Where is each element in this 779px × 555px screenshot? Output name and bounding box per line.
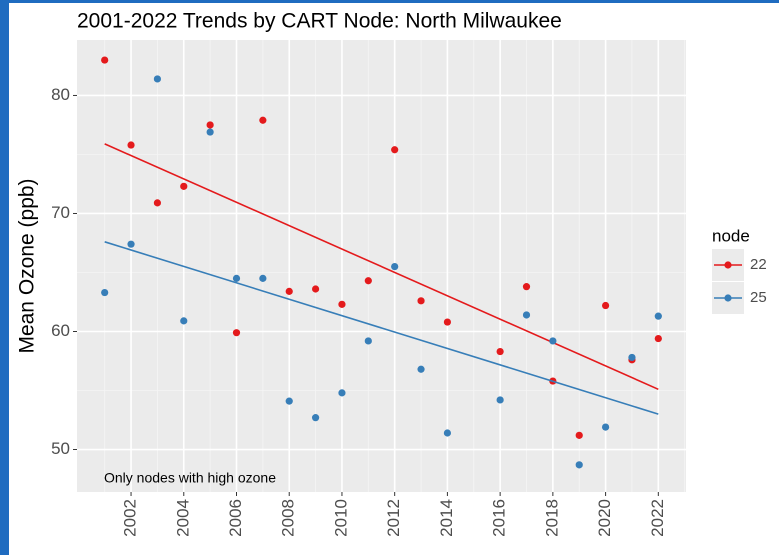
data-point xyxy=(259,116,267,124)
data-point xyxy=(364,277,372,285)
data-point xyxy=(522,311,531,319)
data-point xyxy=(496,396,504,404)
x-tick-label: 2008 xyxy=(279,499,298,537)
data-point xyxy=(417,365,425,373)
x-tick-label: 2004 xyxy=(173,499,192,537)
data-point xyxy=(522,283,531,291)
data-point xyxy=(338,300,346,308)
data-point xyxy=(575,431,583,439)
data-point xyxy=(628,353,636,362)
x-tick-label: 2018 xyxy=(542,499,561,537)
data-point xyxy=(127,141,135,149)
data-point xyxy=(391,262,399,271)
legend-marker xyxy=(724,294,732,302)
legend-title: node xyxy=(712,226,750,245)
y-tick-label: 60 xyxy=(51,321,70,340)
data-point xyxy=(127,240,135,248)
x-tick-label: 2020 xyxy=(595,499,614,537)
data-point xyxy=(417,297,425,305)
x-tick-label: 2014 xyxy=(437,499,456,537)
annotation: Only nodes with high ozone xyxy=(104,470,276,486)
y-axis-label: Mean Ozone (ppb) xyxy=(16,178,39,353)
data-point xyxy=(391,146,399,154)
data-point xyxy=(101,56,109,64)
x-tick-label: 2006 xyxy=(226,499,245,537)
data-point xyxy=(496,347,504,356)
data-point xyxy=(180,317,188,325)
data-point xyxy=(180,182,188,190)
data-point xyxy=(285,287,293,295)
chart-title: 2001-2022 Trends by CART Node: North Mil… xyxy=(77,10,562,33)
legend-label: 25 xyxy=(750,289,767,306)
y-tick-label: 70 xyxy=(51,203,70,222)
data-point xyxy=(285,397,293,405)
data-point xyxy=(601,301,610,310)
data-point xyxy=(232,329,241,337)
trend-line xyxy=(104,241,659,415)
trend-line xyxy=(104,143,659,391)
data-point xyxy=(232,274,241,282)
data-point xyxy=(259,274,267,282)
data-point xyxy=(575,461,583,469)
data-point xyxy=(101,288,109,297)
x-tick-label: 2012 xyxy=(384,499,403,537)
data-point xyxy=(338,389,346,397)
data-point xyxy=(601,423,610,431)
y-tick-label: 50 xyxy=(51,439,70,458)
data-point xyxy=(153,199,162,207)
data-point xyxy=(206,128,214,136)
data-point xyxy=(549,337,557,345)
data-point xyxy=(654,334,662,343)
data-point xyxy=(443,429,452,437)
data-point xyxy=(311,414,320,422)
y-tick-label: 80 xyxy=(51,85,70,104)
x-tick-label: 2002 xyxy=(121,499,140,537)
x-tick-label: 2022 xyxy=(648,499,667,537)
data-point xyxy=(311,285,320,293)
data-point xyxy=(153,75,162,83)
legend-label: 22 xyxy=(750,256,767,273)
data-point xyxy=(443,318,452,326)
data-point xyxy=(654,312,662,320)
x-tick-label: 2010 xyxy=(331,499,350,537)
x-tick-label: 2016 xyxy=(490,499,509,537)
data-point xyxy=(364,337,372,345)
legend-marker xyxy=(724,261,732,269)
data-point xyxy=(206,121,214,129)
